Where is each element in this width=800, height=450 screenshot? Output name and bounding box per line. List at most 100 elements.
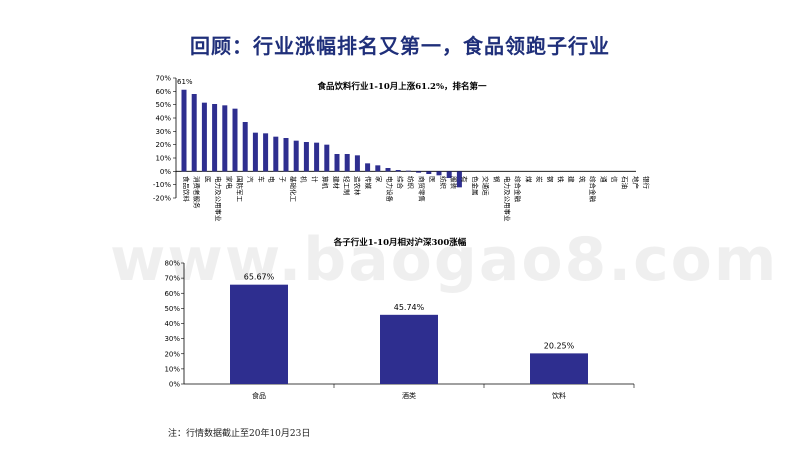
chart1-bar (181, 89, 187, 172)
chart1-y-tick-label: -20% (153, 195, 171, 203)
chart1-category-label: 计 (310, 176, 319, 183)
chart1-bar (191, 94, 197, 172)
chart1-category-label: 医 (428, 176, 436, 183)
chart2-y-tick-label: 70% (164, 275, 180, 283)
chart1-bar (324, 144, 330, 172)
chart1-bar (201, 102, 207, 172)
chart1-category-label: 地产 (631, 176, 640, 190)
chart1-bar (344, 154, 350, 172)
chart1-category-label: 筑 (578, 176, 587, 183)
chart1-bar (293, 140, 299, 172)
chart2-category-label: 酒类 (402, 391, 416, 400)
chart1-y-tick-label: 60% (155, 88, 171, 96)
chart1-bar (456, 171, 462, 188)
chart1-y-tick-label: 10% (155, 155, 171, 163)
chart1-category-label: 银行 (642, 176, 651, 190)
chart1-category-label: 建 (567, 176, 576, 183)
chart2-y-tick-label: 20% (164, 350, 180, 358)
chart1-bar (365, 163, 371, 172)
chart1-category-label: 炭 (535, 176, 543, 183)
chart1-category-label: 钢 (492, 176, 500, 183)
chart1-y-tick-label: 30% (155, 128, 171, 136)
chart1-category-label: 消费者服务 (193, 176, 202, 209)
chart1-bar (385, 168, 391, 172)
chart1-bar (252, 132, 258, 172)
chart2-y-tick-label: 80% (164, 260, 180, 268)
chart1-bar (212, 104, 218, 172)
chart1-category-label: 电 (268, 176, 277, 183)
chart1-category-label: 石油 (621, 176, 630, 189)
chart1-category-label: 电力设备 (385, 176, 394, 203)
chart2-title: 各子行业1-10月相对沪深300涨幅 (333, 237, 467, 248)
chart1-category-label: 电力及公用事业 (503, 176, 512, 222)
chart1-category-label: 铁 (557, 176, 566, 183)
chart1-category-label: 家电 (225, 176, 234, 190)
chart2-data-label: 20.25% (544, 341, 575, 350)
chart1-category-label: 综合 (396, 176, 405, 190)
chart2-category-label: 食品 (252, 391, 266, 400)
chart1-category-label: 综合金融 (514, 176, 523, 203)
chart1-bar (395, 170, 401, 172)
chart1-category-label: 国防军工 (236, 176, 245, 203)
chart1-y-tick-label: 70% (155, 75, 171, 83)
chart1-category-label: 轻工制 (343, 176, 352, 196)
chart1-category-label: 基础化工 (289, 176, 298, 203)
chart1-bar (222, 105, 228, 172)
chart1-bar (446, 171, 452, 178)
chart1-bar (354, 155, 360, 172)
chart1-category-label: 通 (599, 176, 608, 183)
chart1-category-label: 服装 (450, 176, 459, 190)
chart1-category-label: 建材 (332, 176, 341, 190)
chart2-category-label: 饮料 (552, 391, 566, 400)
chart1-bar (263, 133, 269, 172)
chart1-category-label: 汽 (246, 176, 255, 183)
chart2-y-tick-label: 30% (164, 335, 180, 343)
chart1-category-label: 信 (610, 176, 619, 183)
chart2-y-tick-label: 50% (164, 305, 180, 313)
chart1-bar (426, 171, 432, 174)
chart1-category-label: 家 (375, 176, 384, 183)
chart1-category-label: 煤 (524, 176, 533, 183)
chart1-y-tick-label: 20% (155, 141, 171, 149)
chart1-category-label: 机 (300, 176, 309, 183)
chart1-bar (283, 138, 289, 172)
page-title: 回顾：行业涨幅排名又第一，食品领跑子行业 (190, 34, 610, 58)
chart1-category-label: 色金属 (471, 176, 480, 196)
chart2-y-tick-label: 60% (164, 290, 180, 298)
chart1-category-label: 交通运 (482, 176, 491, 196)
chart2-y-tick-label: 10% (164, 365, 180, 373)
chart1-category-label: 食品饮料 (182, 176, 191, 203)
chart1-bar (273, 136, 279, 172)
chart1-bar (242, 122, 248, 172)
chart1-category-label: 传媒 (364, 176, 373, 190)
chart1-category-label: 有 (460, 176, 469, 183)
chart1-category-label: 钢 (546, 176, 554, 183)
chart1-bar (232, 108, 238, 172)
chart1-category-label: 纺织 (439, 176, 448, 190)
chart1-bar (334, 154, 340, 172)
chart1-bar (375, 165, 381, 172)
chart1-category-label: 车 (257, 176, 266, 183)
chart2-y-tick-label: 0% (169, 381, 180, 389)
chart2-bar (230, 284, 288, 384)
chart1-y-tick-label: 40% (155, 115, 171, 123)
chart2-bar (380, 314, 438, 384)
watermark: www.baogao8.com (110, 225, 779, 295)
chart1-category-label: 纺织 (407, 176, 416, 190)
chart1-y-tick-label: -10% (153, 181, 171, 189)
chart1-category-label: 综合金融 (589, 176, 598, 203)
chart1-category-label: 医 (203, 176, 211, 183)
chart1-bar (314, 142, 320, 172)
chart1-category-label: 电力及公用事业 (214, 176, 223, 222)
chart2-data-label: 65.67% (244, 273, 275, 282)
chart1-y-tick-label: 50% (155, 101, 171, 109)
chart1-bar (416, 171, 422, 173)
chart1-bar (303, 142, 309, 172)
chart2-data-label: 45.74% (394, 303, 425, 312)
chart2-bar (530, 353, 588, 384)
chart1-category-label: 子 (278, 176, 286, 183)
footnote: 注：行情数据截止至20年10月23日 (168, 429, 311, 439)
chart1-category-label: 造农林 (353, 176, 362, 196)
chart1-category-label: 商贸零售 (417, 176, 426, 202)
